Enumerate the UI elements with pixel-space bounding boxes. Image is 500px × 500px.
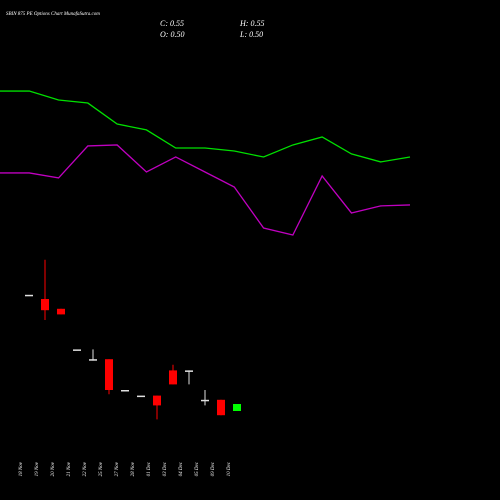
candle-body — [233, 404, 241, 411]
candle-body — [185, 370, 193, 372]
x-tick-label: 10 Dec — [227, 461, 232, 476]
candle-body — [25, 294, 33, 297]
info-open: O: 0.50 — [160, 30, 184, 39]
candle-body — [57, 308, 65, 315]
indicator-line — [0, 144, 411, 236]
x-tick-label: 01 Dec — [147, 461, 152, 476]
candle-body — [105, 359, 113, 390]
candle-body — [153, 395, 161, 406]
candle-body — [169, 370, 177, 385]
x-tick-label: 27 Nov — [115, 461, 120, 476]
x-tick-label: 19 Nov — [35, 461, 40, 476]
info-high: H: 0.55 — [239, 19, 264, 28]
x-tick-label: 03 Dec — [163, 461, 168, 476]
x-tick-label: 22 Nov — [83, 461, 88, 476]
candle-body — [73, 349, 81, 351]
candle-body — [201, 399, 209, 402]
candle-body — [89, 359, 97, 361]
x-tick-label: 05 Dec — [195, 461, 200, 476]
x-tick-label: 04 Dec — [179, 461, 184, 476]
candle-body — [217, 399, 225, 416]
indicator-line — [0, 90, 411, 163]
info-close: C: 0.55 — [160, 19, 184, 28]
x-tick-label: 25 Nov — [99, 461, 104, 476]
candle-body — [41, 299, 49, 311]
info-low: L: 0.50 — [239, 30, 263, 39]
x-tick-label: 18 Nov — [19, 461, 24, 476]
x-tick-label: 09 Dec — [211, 461, 216, 476]
candle-body — [137, 395, 145, 398]
candle-body — [121, 390, 129, 392]
x-tick-label: 21 Nov — [67, 461, 72, 476]
chart-title: SBIN 875 PE Options Chart MunafaSutra.co… — [6, 12, 100, 17]
x-tick-label: 28 Nov — [131, 461, 136, 476]
x-tick-label: 20 Nov — [51, 461, 56, 476]
